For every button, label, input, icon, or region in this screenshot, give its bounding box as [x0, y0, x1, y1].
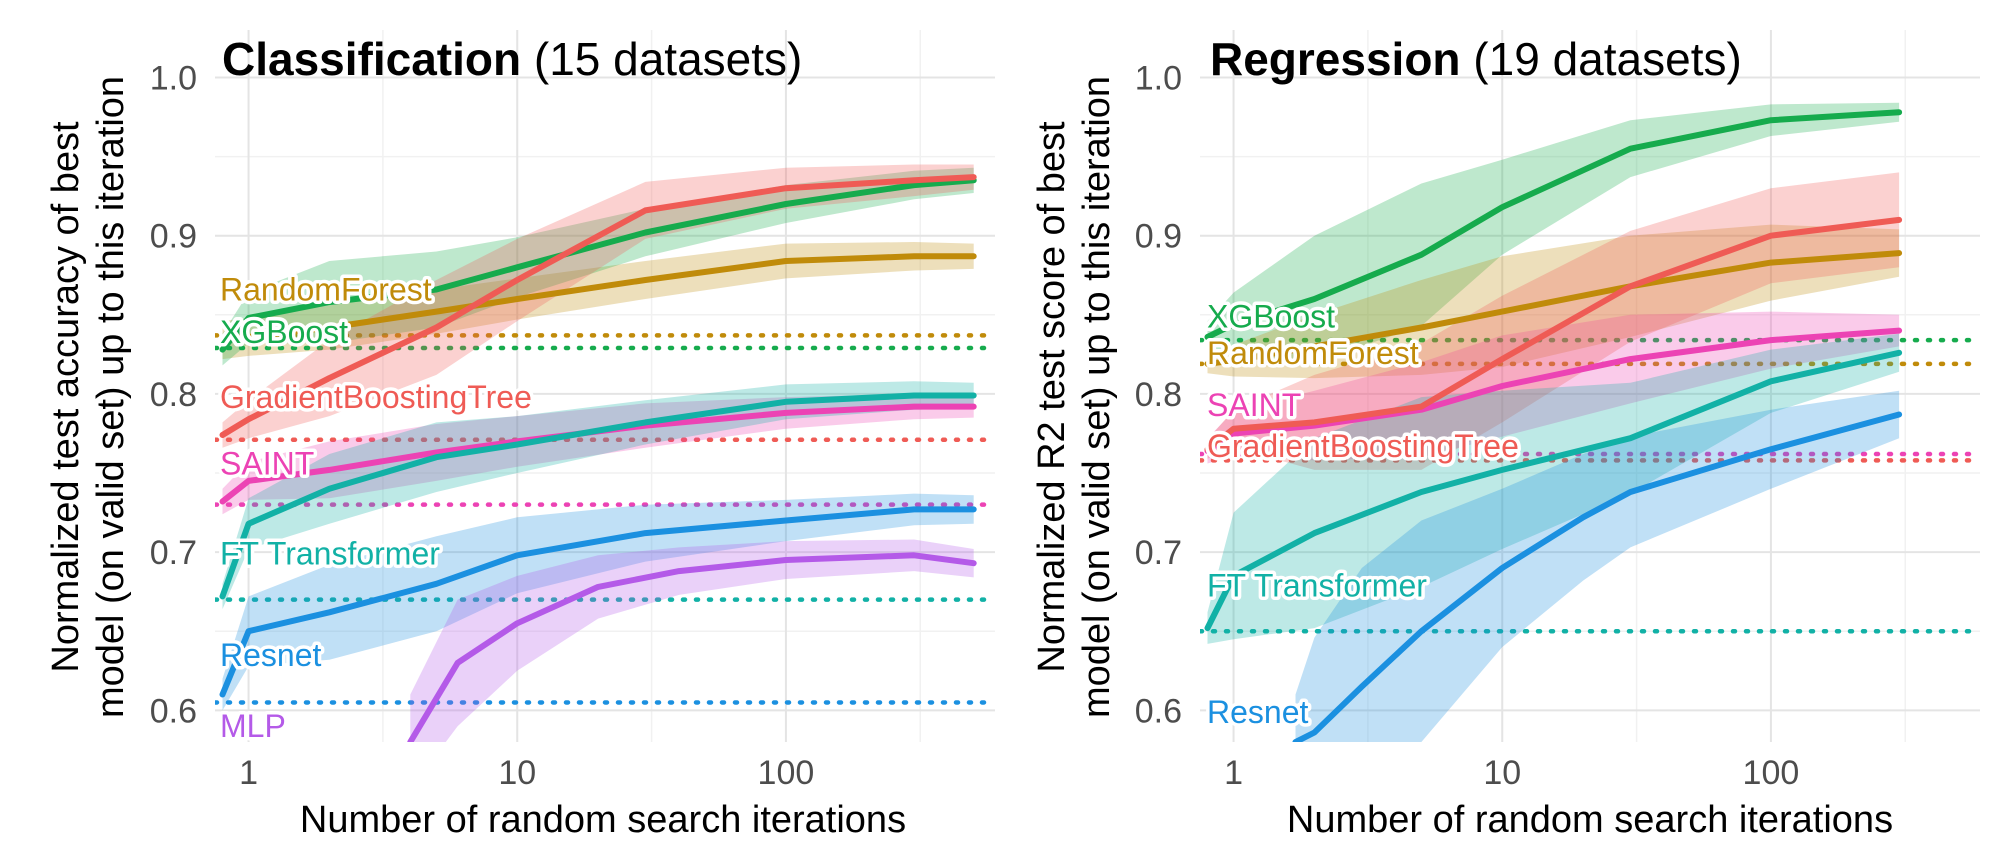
regression-y-tick-label: 0.7 [1135, 534, 1182, 572]
regression-gradientboostingtree-band [1207, 172, 1900, 470]
classification-title-rest: (15 datasets) [521, 33, 802, 85]
regression-saint-label: SAINT [1207, 387, 1301, 423]
regression-plot-area [1200, 102, 1980, 742]
regression-xgboost-label: XGBoost [1207, 298, 1335, 334]
classification-mlp-line [407, 552, 977, 742]
classification-x-tick-label: 10 [498, 754, 536, 792]
regression-saint-line [1204, 327, 1903, 454]
classification-xgboost-line [219, 177, 977, 353]
regression-title: Regression (19 datasets) [1210, 33, 1742, 85]
classification-gradientboostingtree-band [222, 164, 974, 448]
regression-title-rest: (19 datasets) [1461, 33, 1742, 85]
regression-randomforest-line [1204, 250, 1903, 367]
classification-gradientboostingtree-line [219, 174, 977, 438]
regression-y-tick-label: 0.8 [1135, 376, 1182, 414]
classification-mlp-label: MLP [220, 708, 286, 744]
regression-x-tick-label: 1 [1224, 754, 1243, 792]
regression-xlabel: Number of random search iterations [1287, 799, 1893, 841]
regression-saint-band [1207, 311, 1900, 464]
classification-xgboost-label: XGBoost [220, 314, 348, 350]
classification-saint-band [222, 393, 974, 515]
classification-ft-transformer-line [219, 392, 977, 600]
regression-ft-transformer-label: FT Transformer [1207, 567, 1427, 603]
regression-gradientboostingtree-line [1204, 216, 1903, 453]
classification-saint-label: SAINT [220, 446, 314, 482]
classification-panel: Normalized test accuracy of best model (… [45, 30, 995, 841]
classification-y-tick-label: 0.9 [150, 218, 197, 256]
classification-x-tick-label: 100 [758, 754, 815, 792]
classification-title-bold: Classification [222, 33, 521, 85]
regression-ylabel-line2: model (on valid set) up to this iteratio… [1076, 76, 1118, 718]
classification-ylabel-line2: model (on valid set) up to this iteratio… [90, 76, 132, 718]
classification-x-tick-label: 1 [239, 754, 258, 792]
classification-gradientboostingtree-label: GradientBoostingTree [220, 379, 532, 415]
regression-title-bold: Regression [1210, 33, 1461, 85]
classification-randomforest-band [222, 242, 974, 360]
regression-randomforest-label: RandomForest [1207, 335, 1419, 371]
regression-panel: Normalized R2 test score of best model (… [1031, 30, 1980, 841]
regression-ft-transformer-line [1204, 349, 1903, 632]
classification-randomforest-line [219, 253, 977, 344]
classification-saint-line [219, 403, 977, 505]
classification-plot-area [215, 164, 995, 742]
classification-ylabel-line1: Normalized test accuracy of best [45, 121, 87, 673]
regression-gradientboostingtree-label: GradientBoostingTree [1207, 428, 1519, 464]
regression-y-tick-label: 0.6 [1135, 692, 1182, 730]
regression-resnet-line [1292, 411, 1903, 742]
regression-resnet-label: Resnet [1207, 694, 1309, 730]
classification-xlabel: Number of random search iterations [300, 799, 906, 841]
regression-ylabel-line1: Normalized R2 test score of best [1031, 121, 1073, 673]
regression-xgboost-band [1207, 102, 1900, 363]
regression-ft-transformer-band [1207, 333, 1900, 644]
classification-resnet-line [219, 506, 977, 698]
classification-randomforest-label: RandomForest [220, 271, 432, 307]
classification-resnet-label: Resnet [220, 637, 322, 673]
regression-resnet-band [1295, 390, 1900, 742]
classification-y-tick-label: 0.6 [150, 692, 197, 730]
regression-y-tick-label: 1.0 [1135, 59, 1182, 97]
classification-ft-transformer-band [222, 381, 974, 610]
classification-y-tick-label: 1.0 [150, 59, 197, 97]
regression-xgboost-line [1204, 109, 1903, 340]
classification-mlp-band [410, 539, 974, 742]
classification-resnet-band [222, 493, 974, 711]
regression-x-tick-label: 10 [1483, 754, 1521, 792]
classification-y-tick-label: 0.8 [150, 376, 197, 414]
classification-title: Classification (15 datasets) [222, 33, 802, 85]
classification-ft-transformer-label: FT Transformer [220, 536, 440, 572]
classification-y-tick-label: 0.7 [150, 534, 197, 572]
regression-y-tick-label: 0.9 [1135, 218, 1182, 256]
regression-x-tick-label: 100 [1743, 754, 1800, 792]
